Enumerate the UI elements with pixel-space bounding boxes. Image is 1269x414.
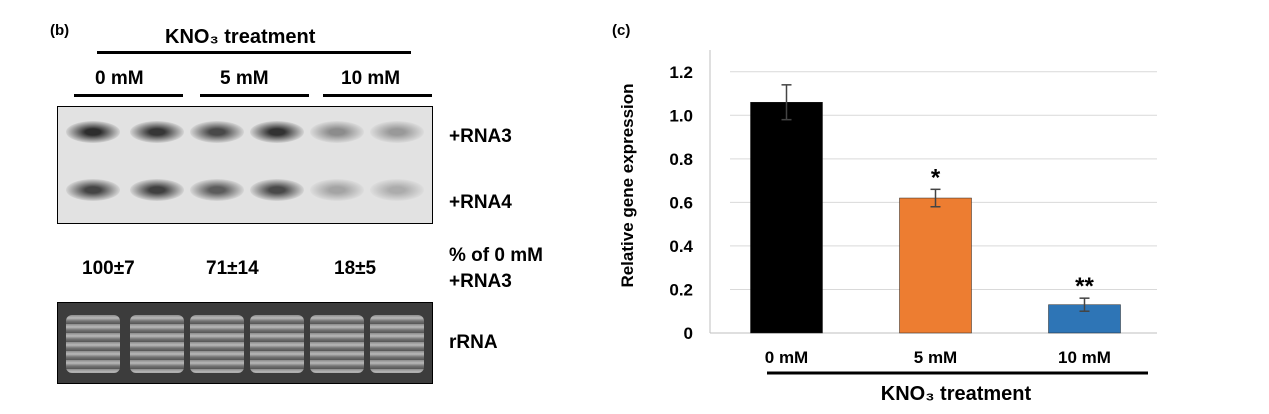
rna3-band-2 [130,121,184,143]
rna-blot-image [57,106,433,224]
band-label-rna3: +RNA3 [449,126,512,147]
conc-rule-0mm [74,94,183,97]
rna4-band-4 [250,179,304,201]
panel-c-label: (c) [612,22,631,39]
rna3-band-5 [310,121,364,143]
bar-0mm [750,101,823,334]
rna4-band-3 [190,179,244,201]
rrna-lane-6 [370,315,424,373]
rna4-band-1 [66,179,120,201]
rrna-lane-4 [250,315,304,373]
y-tick-label: 0.8 [669,150,693,169]
significance-marker: * [931,164,941,191]
y-tick-label: 1.0 [669,106,693,125]
conc-rule-10mm [323,94,432,97]
treatment-header-rule [97,51,411,54]
conc-label-0mm: 0 mM [95,68,144,89]
quant-value-10mm: 18±5 [334,258,377,279]
conc-label-10mm: 10 mM [341,68,401,89]
band-label-rrna: rRNA [449,332,498,353]
rna3-band-3 [190,121,244,143]
quant-value-5mm: 71±14 [206,258,259,279]
bar-5mm [899,197,972,334]
x-tick-label: 10 mM [1058,348,1111,367]
rna4-band-5 [310,179,364,201]
band-label-rna4: +RNA4 [449,192,512,213]
rna3-band-1 [66,121,120,143]
quant-value-0mm: 100±7 [82,258,135,279]
significance-marker: ** [1075,273,1094,300]
y-tick-label: 0.2 [669,280,693,299]
rna4-band-2 [130,179,184,201]
x-tick-label: 5 mM [914,348,957,367]
x-tick-label: 0 mM [765,348,808,367]
rrna-lane-5 [310,315,364,373]
blot-treatment-header: KNO₃ treatment [165,26,316,48]
rrna-lane-2 [130,315,184,373]
rrna-gel-image [57,302,433,384]
rna4-band-6 [370,179,424,201]
rna3-band-6 [370,121,424,143]
x-axis-label: KNO₃ treatment [881,383,1032,405]
y-tick-label: 0 [684,324,693,343]
conc-label-5mm: 5 mM [220,68,269,89]
y-tick-label: 0.4 [669,237,693,256]
y-tick-label: 0.6 [669,193,693,212]
rrna-lane-1 [66,315,120,373]
quant-label-line1: % of 0 mM [449,245,543,266]
rna3-band-4 [250,121,304,143]
conc-rule-5mm [200,94,309,97]
y-axis-label: Relative gene expression [618,83,637,287]
panel-b-label: (b) [50,22,70,39]
quant-label-line2: +RNA3 [449,271,512,292]
rrna-lane-3 [190,315,244,373]
y-tick-label: 1.2 [669,63,693,82]
bar-chart: 0 0.2 0.4 0.6 0.8 1.0 1.2 Relative gene express… [618,50,1157,405]
